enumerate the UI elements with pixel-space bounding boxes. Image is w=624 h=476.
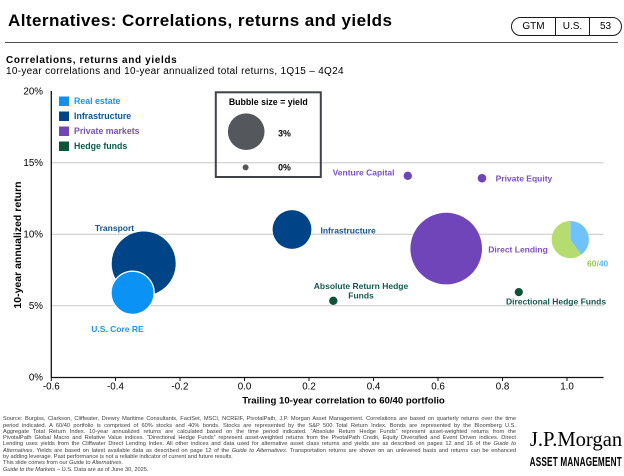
svg-text:Hedge funds: Hedge funds <box>74 141 127 151</box>
svg-text:-0.6: -0.6 <box>43 382 60 393</box>
svg-text:0.8: 0.8 <box>496 382 510 393</box>
svg-text:0.0: 0.0 <box>238 382 252 393</box>
svg-text:1.0: 1.0 <box>560 382 574 393</box>
svg-text:20%: 20% <box>23 86 43 97</box>
svg-text:0.4: 0.4 <box>367 382 381 393</box>
svg-text:Trailing 10-year correlation t: Trailing 10-year correlation to 60/40 po… <box>242 396 445 407</box>
svg-text:Bubble size = yield: Bubble size = yield <box>229 97 308 107</box>
svg-text:Real estate: Real estate <box>74 96 121 106</box>
svg-text:Direct Lending: Direct Lending <box>488 245 548 255</box>
svg-text:Infrastructure: Infrastructure <box>321 226 377 236</box>
svg-text:Infrastructure: Infrastructure <box>74 111 131 121</box>
svg-text:15%: 15% <box>23 158 43 169</box>
svg-text:-0.4: -0.4 <box>107 382 124 393</box>
svg-text:Directional Hedge Funds: Directional Hedge Funds <box>506 297 606 307</box>
svg-text:0%: 0% <box>29 372 43 383</box>
svg-text:Private Equity: Private Equity <box>496 174 553 184</box>
svg-text:60/40: 60/40 <box>587 259 609 269</box>
svg-text:10-year annualized return: 10-year annualized return <box>12 181 24 308</box>
svg-text:-0.2: -0.2 <box>172 382 189 393</box>
svg-text:Absolute Return Hedge: Absolute Return Hedge <box>314 281 409 291</box>
svg-text:0.2: 0.2 <box>302 382 316 393</box>
svg-text:Private markets: Private markets <box>74 126 140 136</box>
svg-text:0.6: 0.6 <box>431 382 445 393</box>
svg-text:0%: 0% <box>278 162 291 172</box>
svg-text:10%: 10% <box>23 229 43 240</box>
svg-text:Funds: Funds <box>348 291 374 301</box>
svg-text:Transport: Transport <box>95 223 134 233</box>
svg-text:3%: 3% <box>278 129 291 139</box>
svg-text:Venture Capital: Venture Capital <box>333 168 395 178</box>
svg-text:5%: 5% <box>29 301 43 312</box>
svg-text:U.S. Core RE: U.S. Core RE <box>91 324 144 334</box>
